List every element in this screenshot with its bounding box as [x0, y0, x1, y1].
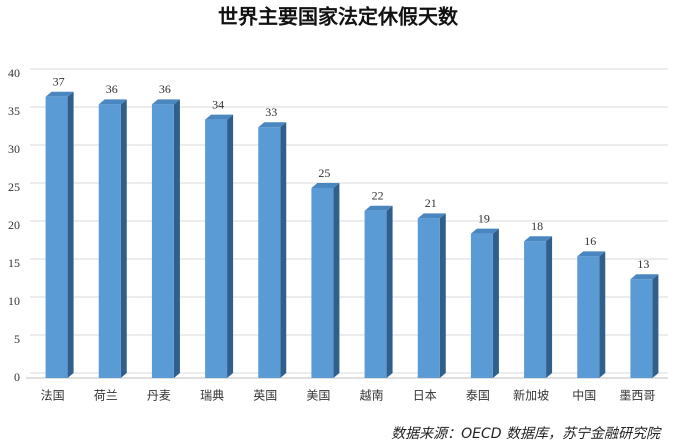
- bar: [151, 99, 180, 379]
- y-tick-label: 5: [14, 332, 20, 346]
- x-tick-label: 中国: [572, 388, 596, 403]
- value-label: 21: [425, 196, 437, 210]
- value-label: 37: [53, 75, 65, 89]
- y-tick-label: 40: [8, 66, 20, 80]
- y-tick-label: 30: [8, 142, 20, 156]
- chart-title: 世界主要国家法定休假天数: [218, 5, 459, 29]
- bar: [630, 274, 659, 378]
- value-label: 22: [372, 189, 384, 203]
- x-tick-label: 法国: [41, 389, 65, 403]
- y-tick-label: 25: [8, 180, 20, 194]
- y-tick-label: 0: [14, 370, 20, 384]
- source-note: 数据来源：OECD 数据库，苏宁金融研究院: [391, 426, 662, 442]
- bar: [470, 228, 499, 378]
- bar: [205, 114, 234, 378]
- value-label: 36: [159, 82, 171, 96]
- value-label: 34: [212, 97, 224, 111]
- bar: [258, 122, 287, 378]
- value-label: 33: [265, 105, 277, 119]
- bar: [417, 213, 446, 378]
- x-tick-label: 越南: [360, 388, 384, 403]
- value-label: 19: [478, 211, 490, 225]
- y-tick-label: 35: [8, 104, 20, 118]
- y-tick-label: 10: [8, 294, 20, 308]
- bar: [45, 91, 74, 379]
- value-label: 16: [584, 234, 596, 248]
- x-tick-label: 日本: [413, 389, 437, 403]
- y-tick-label: 20: [8, 218, 20, 232]
- bar: [98, 99, 127, 379]
- value-label: 13: [637, 257, 649, 271]
- x-tick-label: 瑞典: [200, 389, 224, 403]
- x-tick-label: 丹麦: [147, 389, 171, 403]
- x-tick-label: 英国: [253, 389, 277, 403]
- value-label: 36: [106, 82, 118, 96]
- y-tick-label: 15: [8, 256, 20, 270]
- x-tick-label: 新加坡: [513, 388, 549, 403]
- value-label: 18: [531, 219, 543, 233]
- x-tick-label: 墨西哥: [619, 389, 655, 403]
- value-label: 25: [318, 166, 330, 180]
- x-tick-label: 泰国: [466, 389, 490, 403]
- bar: [524, 236, 553, 378]
- bar: [577, 251, 606, 378]
- x-tick-label: 美国: [306, 389, 330, 403]
- x-tick-label: 荷兰: [94, 389, 118, 403]
- bar: [364, 205, 393, 378]
- bar: [311, 183, 340, 378]
